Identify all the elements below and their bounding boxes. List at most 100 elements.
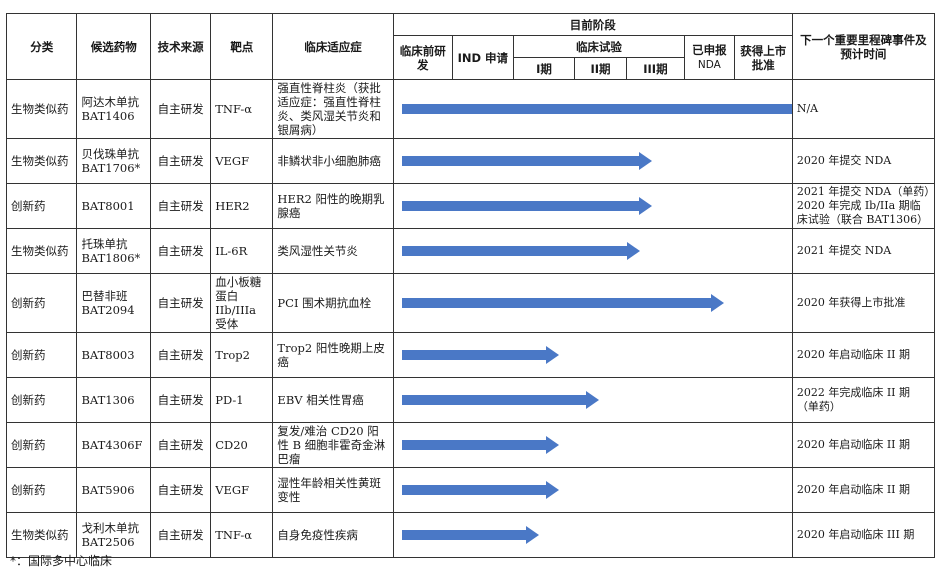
header-filed-nda: NDA	[697, 59, 721, 71]
stage-progress-arrow	[401, 481, 559, 499]
header-category: 分类	[5, 13, 78, 80]
target-cell: IL-6R	[210, 228, 274, 274]
indication-cell: 湿性年龄相关性黄斑变性	[272, 467, 394, 513]
milestone-cell: 2020 年启动临床 II 期	[791, 332, 936, 378]
target-cell: VEGF	[210, 138, 274, 184]
target-cell: VEGF	[210, 467, 274, 513]
drug-cell: 巴替非班 BAT2094	[76, 273, 152, 333]
category-cell: 生物类似药	[5, 138, 78, 184]
indication-cell: 类风湿性关节炎	[272, 228, 394, 274]
table-row: 创新药 BAT8003 自主研发 Trop2 Trop2 阳性晚期上皮癌 2020 年启动…	[5, 332, 936, 378]
milestone-cell: 2020 年提交 NDA	[791, 138, 936, 184]
table-row: 创新药 BAT1306 自主研发 PD-1 EBV 相关性胃癌 2022 年完成临床 II…	[5, 377, 936, 423]
indication-cell: EBV 相关性胃癌	[272, 377, 394, 423]
stage-progress-arrow	[401, 391, 599, 409]
header-tech-source: 技术来源	[150, 13, 212, 80]
header-candidate: 候选药物	[76, 13, 152, 80]
milestone-cell: 2021 年提交 NDA（单药）2020 年完成 Ib/IIa 期临床试验（联合…	[791, 183, 936, 229]
header-indication: 临床适应症	[272, 13, 394, 80]
header-filed: 已申报 NDA	[683, 35, 735, 80]
category-cell: 创新药	[5, 273, 78, 333]
stage-progress-cell	[392, 332, 793, 378]
stage-progress-cell	[392, 138, 793, 184]
stage-progress-cell	[392, 228, 793, 274]
header-preclinical: 临床前研发	[392, 35, 453, 80]
indication-cell: 自身免疫性疾病	[272, 512, 394, 558]
target-cell: CD20	[210, 422, 274, 468]
category-cell: 生物类似药	[5, 228, 78, 274]
drug-cell: 戈利木单抗 BAT2506	[76, 512, 152, 558]
category-cell: 创新药	[5, 183, 78, 229]
header-filed-label: 已申报	[692, 43, 727, 57]
indication-cell: PCI 围术期抗血栓	[272, 273, 394, 333]
header-phase1: I期	[512, 57, 576, 80]
indication-cell: 复发/难治 CD20 阳性 B 细胞非霍奇金淋巴瘤	[272, 422, 394, 468]
drug-cell: BAT5906	[76, 467, 152, 513]
header-target: 靶点	[210, 13, 274, 80]
drug-cell: 贝伐珠单抗 BAT1706*	[76, 138, 152, 184]
stage-progress-cell	[392, 512, 793, 558]
category-cell: 创新药	[5, 422, 78, 468]
tech-source-cell: 自主研发	[150, 377, 212, 423]
table-row: 生物类似药 贝伐珠单抗 BAT1706* 自主研发 VEGF 非鳞状非小细胞肺癌 2020…	[5, 138, 936, 184]
target-cell: 血小板糖蛋白 IIb/IIIa 受体	[210, 273, 274, 333]
tech-source-cell: 自主研发	[150, 79, 212, 139]
tech-source-cell: 自主研发	[150, 467, 212, 513]
drug-cell: BAT1306	[76, 377, 152, 423]
tech-source-cell: 自主研发	[150, 273, 212, 333]
indication-cell: 非鳞状非小细胞肺癌	[272, 138, 394, 184]
tech-source-cell: 自主研发	[150, 512, 212, 558]
target-cell: Trop2	[210, 332, 274, 378]
stage-progress-arrow	[401, 197, 652, 215]
table-row: 生物类似药 戈利木单抗 BAT2506 自主研发 TNF-α 自身免疫性疾病 2020 年…	[5, 512, 936, 558]
table-row: 创新药 BAT8001 自主研发 HER2 HER2 阳性的晚期乳腺癌 2021 年提交 …	[5, 183, 936, 229]
header-approved: 获得上市批准	[733, 35, 793, 80]
stage-progress-arrow	[401, 100, 792, 118]
target-cell: HER2	[210, 183, 274, 229]
milestone-cell: 2022 年完成临床 II 期（单药）	[791, 377, 936, 423]
stage-progress-cell	[392, 183, 793, 229]
indication-cell: Trop2 阳性晚期上皮癌	[272, 332, 394, 378]
table-row: 创新药 BAT4306F 自主研发 CD20 复发/难治 CD20 阳性 B 细胞非霍奇…	[5, 422, 936, 468]
stage-progress-cell	[392, 273, 793, 333]
target-cell: TNF-α	[210, 79, 274, 139]
target-cell: TNF-α	[210, 512, 274, 558]
table-row: 创新药 BAT5906 自主研发 VEGF 湿性年龄相关性黄斑变性 2020 年启动临床 …	[5, 467, 936, 513]
milestone-cell: 2020 年启动临床 III 期	[791, 512, 936, 558]
drug-cell: BAT8001	[76, 183, 152, 229]
header-clinical-trials: 临床试验	[512, 35, 685, 58]
stage-progress-cell	[392, 79, 793, 139]
category-cell: 创新药	[5, 467, 78, 513]
table-row: 生物类似药 阿达木单抗 BAT1406 自主研发 TNF-α 强直性脊柱炎（获批适应症：…	[5, 79, 936, 139]
indication-cell: 强直性脊柱炎（获批适应症：强直性脊柱炎、类风湿关节炎和银屑病）	[272, 79, 394, 139]
milestone-cell: 2021 年提交 NDA	[791, 228, 936, 274]
tech-source-cell: 自主研发	[150, 183, 212, 229]
stage-progress-arrow	[401, 346, 559, 364]
header-phase2: II期	[574, 57, 627, 80]
drug-cell: BAT4306F	[76, 422, 152, 468]
category-cell: 生物类似药	[5, 512, 78, 558]
drug-cell: 托珠单抗 BAT1806*	[76, 228, 152, 274]
milestone-cell: 2020 年启动临床 II 期	[791, 422, 936, 468]
stage-progress-arrow	[401, 436, 559, 454]
stage-progress-cell	[392, 467, 793, 513]
category-cell: 创新药	[5, 332, 78, 378]
milestone-cell: N/A	[791, 79, 936, 139]
header-milestone: 下一个重要里程碑事件及预计时间	[791, 13, 936, 80]
tech-source-cell: 自主研发	[150, 228, 212, 274]
stage-progress-arrow	[401, 526, 539, 544]
stage-progress-arrow	[401, 294, 724, 312]
header-ind: IND 申请	[451, 35, 514, 80]
category-cell: 生物类似药	[5, 79, 78, 139]
indication-cell: HER2 阳性的晚期乳腺癌	[272, 183, 394, 229]
stage-progress-cell	[392, 422, 793, 468]
tech-source-cell: 自主研发	[150, 138, 212, 184]
tech-source-cell: 自主研发	[150, 332, 212, 378]
category-cell: 创新药	[5, 377, 78, 423]
drug-cell: 阿达木单抗 BAT1406	[76, 79, 152, 139]
drug-cell: BAT8003	[76, 332, 152, 378]
header-current-stage: 目前阶段	[392, 13, 793, 36]
table-row: 创新药 巴替非班 BAT2094 自主研发 血小板糖蛋白 IIb/IIIa 受体 PCI…	[5, 273, 936, 333]
target-cell: PD-1	[210, 377, 274, 423]
footnote: *：国际多中心临床	[10, 554, 113, 568]
